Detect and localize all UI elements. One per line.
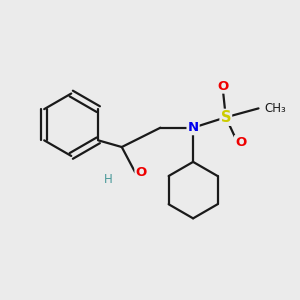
Text: H: H [104, 173, 113, 186]
Text: O: O [235, 136, 246, 149]
Text: O: O [136, 166, 147, 179]
Text: O: O [217, 80, 228, 93]
Text: CH₃: CH₃ [264, 102, 286, 115]
Text: S: S [220, 110, 231, 125]
Text: N: N [188, 121, 199, 134]
